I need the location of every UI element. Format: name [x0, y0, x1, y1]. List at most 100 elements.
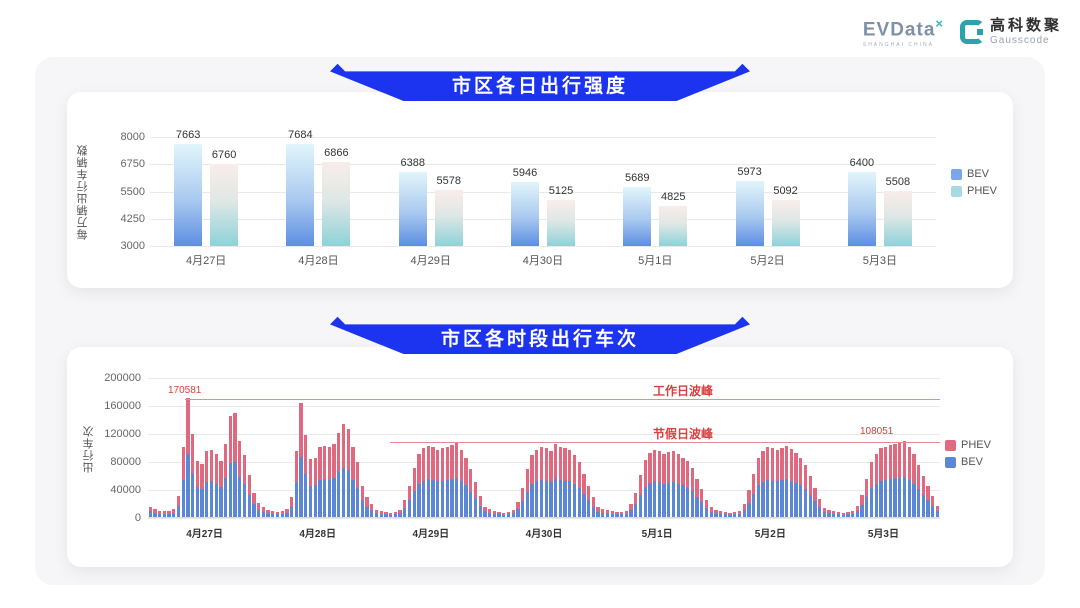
- stack-segment-bev: [596, 511, 600, 517]
- stack-segment-bev: [332, 478, 336, 517]
- stack-bar-hour: [398, 510, 402, 517]
- stack-bar-hour: [596, 507, 600, 517]
- stack-segment-phev: [158, 510, 162, 514]
- stack-segment-phev: [539, 447, 544, 480]
- gridline: [148, 462, 940, 463]
- stack-bar-hour: [393, 512, 397, 517]
- stack-segment-bev: [615, 514, 619, 517]
- stack-segment-phev: [601, 508, 605, 513]
- daily-intensity-title: 市区各日出行强度: [451, 75, 628, 97]
- stack-bar-hour: [219, 461, 223, 517]
- stack-bar-hour: [356, 462, 360, 517]
- stack-segment-bev: [539, 479, 544, 517]
- stack-segment-bev: [521, 501, 525, 517]
- stack-segment-bev: [931, 505, 935, 517]
- stack-bar-hour: [176, 496, 181, 517]
- stack-bar-hour: [186, 397, 190, 517]
- stack-segment-phev: [181, 447, 185, 480]
- stack-segment-bev: [209, 481, 214, 517]
- stack-segment-phev: [846, 512, 850, 515]
- stack-segment-phev: [752, 473, 756, 494]
- stack-segment-bev: [907, 479, 911, 517]
- stack-segment-bev: [818, 507, 822, 517]
- stack-bar-hour: [601, 508, 605, 517]
- gridline: [150, 137, 936, 138]
- legend-item: PHEV: [945, 439, 991, 451]
- stack-segment-bev: [398, 513, 402, 517]
- stack-segment-bev: [648, 482, 652, 517]
- stack-segment-phev: [671, 450, 676, 482]
- stack-segment-bev: [525, 491, 529, 517]
- stack-segment-bev: [657, 481, 661, 517]
- stack-segment-bev: [308, 486, 313, 517]
- stack-segment-bev: [851, 513, 855, 517]
- stack-segment-phev: [770, 448, 775, 481]
- legend-label: PHEV: [961, 439, 991, 451]
- stack-bar-hour: [554, 443, 558, 518]
- gridline: [150, 191, 936, 193]
- daily-chart-y-axis-label: 每万辆出行车辆数: [77, 144, 89, 240]
- stack-bar-hour: [290, 497, 294, 517]
- stack-segment-bev: [516, 508, 520, 517]
- stack-segment-phev: [884, 447, 888, 480]
- stack-segment-bev: [917, 489, 921, 517]
- stack-segment-bev: [242, 484, 247, 517]
- stack-segment-bev: [846, 514, 850, 517]
- stack-segment-phev: [426, 445, 430, 480]
- gridline: [148, 490, 940, 491]
- stack-segment-phev: [893, 444, 897, 479]
- bar-value-label: 5578: [436, 174, 461, 187]
- stack-segment-bev: [337, 472, 341, 517]
- stack-segment-bev: [643, 486, 647, 517]
- stack-segment-phev: [855, 505, 859, 512]
- hourly-chart-y-ticks: 0 40000 80000 120000 160000 200000: [91, 372, 141, 524]
- workday-peak-value: 170581: [168, 384, 202, 396]
- stack-segment-bev: [681, 485, 685, 517]
- stack-segment-phev: [337, 433, 341, 473]
- stack-bar-hour: [209, 449, 214, 517]
- stack-bar-hour: [587, 485, 591, 518]
- bar-bev: [623, 187, 652, 246]
- stack-segment-phev: [558, 447, 562, 480]
- stack-segment-phev: [634, 492, 638, 504]
- holiday-peak-value: 108051: [860, 426, 894, 438]
- stack-segment-bev: [770, 480, 775, 517]
- stack-segment-bev: [224, 478, 228, 517]
- stack-segment-phev: [450, 444, 454, 479]
- stack-bar-hour: [426, 445, 430, 517]
- stack-segment-bev: [898, 477, 902, 517]
- stack-bar-hour: [162, 511, 166, 517]
- stack-bar-hour: [733, 512, 737, 517]
- stack-segment-bev: [346, 470, 350, 517]
- stack-segment-bev: [356, 488, 360, 517]
- stack-bar-hour: [407, 485, 412, 518]
- bar-value-label: 5946: [512, 166, 538, 179]
- hourly-trips-card: 出行车次 0 40000 80000 120000 160000 200000 17058…: [67, 347, 1013, 567]
- stack-segment-phev: [360, 485, 364, 501]
- evdata-logo-sup: ×: [935, 16, 944, 31]
- stack-segment-phev: [407, 485, 412, 501]
- stack-segment-bev: [756, 485, 760, 517]
- stack-segment-phev: [841, 512, 845, 515]
- stack-segment-bev: [799, 485, 803, 517]
- stack-bar-hour: [926, 485, 930, 518]
- stack-bar-hour: [657, 450, 661, 518]
- stack-bar-hour: [351, 447, 355, 517]
- stack-segment-phev: [888, 444, 892, 479]
- stack-segment-phev: [874, 454, 878, 484]
- stack-bar-hour: [360, 485, 364, 518]
- bar-value-label: 4825: [661, 191, 686, 204]
- stack-bar-hour: [412, 468, 416, 517]
- holiday-peak-line: [390, 442, 940, 444]
- stack-bar-hour: [846, 512, 850, 517]
- stack-segment-phev: [275, 512, 280, 515]
- stack-segment-phev: [412, 468, 416, 492]
- stack-bar-hour: [341, 423, 346, 517]
- stack-segment-bev: [888, 478, 892, 517]
- stack-bar-hour: [728, 512, 732, 517]
- stack-segment-bev: [228, 463, 232, 517]
- stack-segment-bev: [723, 514, 727, 517]
- bar-value-label: 5125: [548, 184, 574, 197]
- stack-segment-bev: [690, 491, 694, 517]
- stack-bar-hour: [789, 449, 793, 517]
